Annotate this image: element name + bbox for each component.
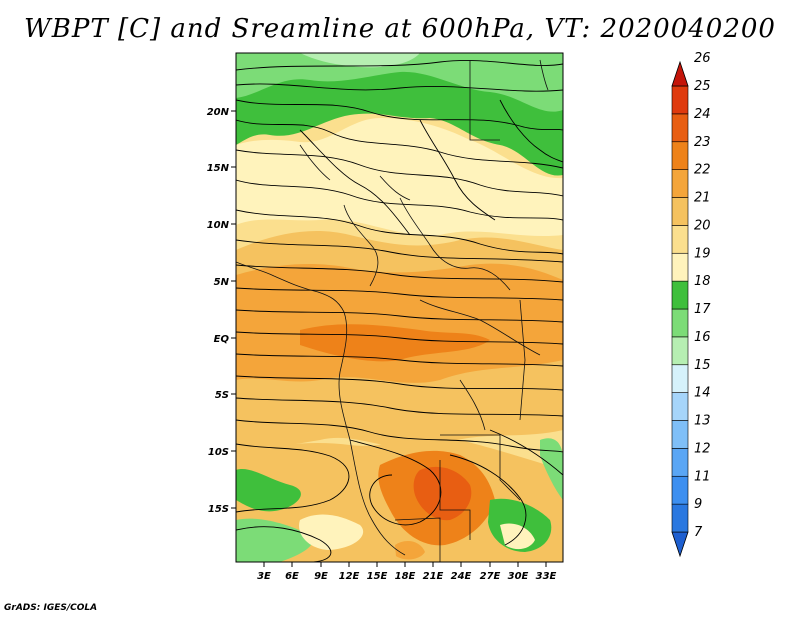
lon-ticks [263, 562, 547, 567]
colorbar-bin [671, 475, 689, 505]
lon-label: 30E [508, 571, 529, 582]
lon-label: 21E [423, 571, 444, 582]
colorbar-label: 26 [694, 51, 711, 66]
colorbar-bin [671, 113, 689, 143]
lat-label: 5S [215, 390, 229, 401]
lon-labels: 3E 6E 9E 12E 15E 18E 21E 24E 27E 30E 33E [257, 571, 556, 582]
colorbar-label: 24 [694, 107, 711, 122]
colorbar-label: 21 [694, 191, 711, 206]
lat-labels: 20N 15N 10N 5N EQ 5S 10S 15S [207, 107, 230, 515]
lat-label: 10S [208, 447, 229, 458]
colorbar-bin [671, 169, 689, 198]
colorbar-label: 9 [694, 497, 702, 512]
colorbar-label: 11 [694, 469, 711, 484]
lat-ticks [231, 110, 236, 509]
colorbar-bin [671, 252, 689, 282]
colorbar-bin [671, 336, 689, 366]
lon-label: 27E [480, 571, 501, 582]
lon-label: 15E [367, 571, 388, 582]
colorbar-bin [671, 503, 689, 533]
colorbar-bin [671, 60, 689, 87]
lat-label: 15N [207, 163, 230, 174]
colorbar-label: 13 [694, 414, 711, 429]
colorbar-bin [671, 141, 689, 170]
colorbar-label: 12 [694, 441, 711, 456]
colorbar-bin [671, 392, 689, 421]
colorbar-bin [671, 531, 689, 558]
lat-label: 5N [214, 277, 230, 288]
lon-label: 6E [285, 571, 299, 582]
country-borders [236, 59, 549, 562]
colorbar-bin [671, 197, 689, 226]
colorbar-label: 17 [694, 302, 711, 317]
colorbar-label: 19 [694, 246, 711, 261]
colorbar-bin [671, 225, 689, 254]
lon-label: 9E [314, 571, 328, 582]
lon-label: 33E [536, 571, 557, 582]
colorbar-bin [671, 364, 689, 393]
colorbar-bin [671, 448, 689, 477]
colorbar-label: 15 [694, 358, 711, 373]
lat-label: EQ [214, 334, 230, 345]
lon-label: 24E [451, 571, 472, 582]
map-frame [235, 52, 564, 563]
lon-label: 3E [257, 571, 271, 582]
colorbar: 7 9 11 12 13 14 15 16 17 18 19 20 21 22 23 24 25 26 [671, 51, 711, 558]
lat-label: 15S [208, 504, 229, 515]
lat-label: 20N [207, 107, 230, 118]
colorbar-label: 20 [694, 218, 711, 233]
lat-label: 10N [207, 220, 230, 231]
colorbar-label: 18 [694, 274, 711, 289]
lon-label: 12E [339, 571, 360, 582]
wbpt-field [236, 53, 563, 562]
lon-label: 18E [395, 571, 416, 582]
colorbar-bin [671, 85, 689, 115]
colorbar-label: 22 [694, 163, 711, 178]
colorbar-bin [671, 308, 689, 338]
colorbar-bin [671, 420, 689, 449]
colorbar-label: 16 [694, 330, 711, 345]
credit-text: GrADS: IGES/COLA [4, 603, 98, 613]
streamlines [236, 60, 563, 562]
colorbar-label: 25 [694, 79, 711, 94]
colorbar-bin [671, 280, 689, 310]
chart-title: WBPT [C] and Sreamline at 600hPa, VT: 20… [24, 14, 776, 44]
colorbar-label: 14 [694, 386, 711, 401]
colorbar-label: 7 [694, 525, 703, 540]
colorbar-label: 23 [694, 135, 711, 150]
